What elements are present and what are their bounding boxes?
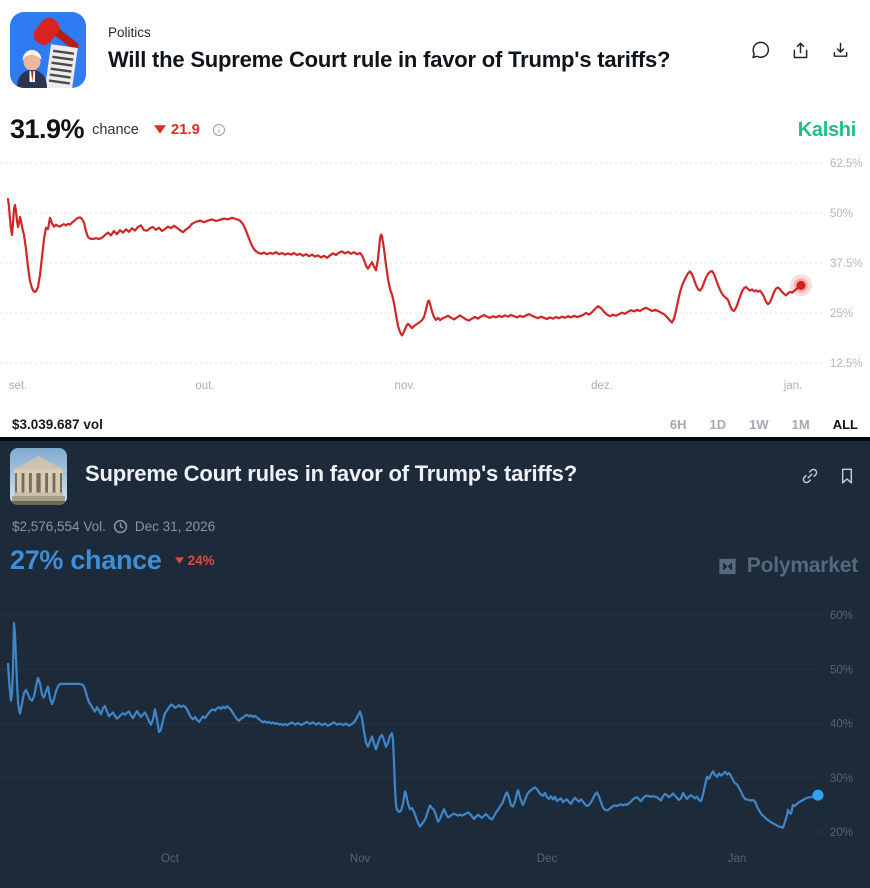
bookmark-icon xyxy=(841,468,853,484)
last-price-dot xyxy=(812,789,824,801)
kalshi-chart-svg: 62.5% 50% 37.5% 25% 12.5% xyxy=(0,158,863,370)
polymarket-market-card: Supreme Court rules in favor of Trump's … xyxy=(0,437,870,888)
timeframe-1d[interactable]: 1D xyxy=(709,417,727,432)
last-price-dot xyxy=(796,280,806,290)
polymarket-mark-icon xyxy=(719,558,736,574)
change-value: 24% xyxy=(187,553,215,568)
timeframe-1w[interactable]: 1W xyxy=(749,417,769,432)
chance-label: chance xyxy=(92,121,139,138)
x-axis-label: Jan xyxy=(727,853,747,865)
download-icon xyxy=(833,42,847,57)
x-axis-label: Dec xyxy=(536,853,558,865)
y-axis-label: 12.5% xyxy=(830,358,863,370)
chance-row: 27% chance 24% xyxy=(10,545,215,576)
clock-icon xyxy=(113,519,128,534)
market-title: Will the Supreme Court rule in favor of … xyxy=(108,47,671,72)
y-axis-label: 50% xyxy=(830,208,853,220)
y-axis-label: 60% xyxy=(830,610,853,622)
x-axis-label: out. xyxy=(195,380,215,392)
gavel-illustration xyxy=(10,12,86,88)
kalshi-logo: Kalshi xyxy=(797,119,857,141)
info-button[interactable] xyxy=(211,122,227,138)
kalshi-market-card: Politics Will the Supreme Court rule in … xyxy=(0,0,870,437)
card-actions xyxy=(748,38,852,62)
x-axis-label: Oct xyxy=(161,853,179,865)
x-axis-label: jan. xyxy=(783,380,803,392)
card-actions xyxy=(799,465,858,487)
polymarket-price-chart[interactable]: 60% 50% 40% 30% 20% xyxy=(0,595,870,857)
polymarket-x-axis: Oct Nov Dec Jan xyxy=(0,853,870,869)
y-axis-label: 37.5% xyxy=(830,258,863,270)
price-line xyxy=(6,622,820,829)
polymarket-logo: Polymarket xyxy=(716,554,858,578)
link-icon xyxy=(802,468,818,484)
chance-value: 27% chance xyxy=(10,545,162,575)
y-axis-label: 40% xyxy=(830,719,853,731)
y-axis-label: 25% xyxy=(830,308,853,320)
copy-link-button[interactable] xyxy=(799,465,821,487)
y-axis-label: 30% xyxy=(830,773,853,785)
x-axis-label: set. xyxy=(8,380,28,392)
share-icon xyxy=(793,41,807,58)
price-line xyxy=(6,197,803,337)
polymarket-chart-svg: 60% 50% 40% 30% 20% xyxy=(0,610,853,839)
share-button[interactable] xyxy=(788,38,812,62)
change-value: 21.9 xyxy=(170,121,201,138)
market-thumbnail xyxy=(10,448,67,505)
volume-label: $3.039.687 vol xyxy=(12,417,103,432)
timeframe-1m[interactable]: 1M xyxy=(791,417,810,432)
info-icon xyxy=(213,123,225,136)
timeframe-6h[interactable]: 6H xyxy=(669,417,687,432)
volume-label: $2,576,554 Vol. xyxy=(12,519,106,534)
market-thumbnail xyxy=(10,12,86,88)
supreme-court-illustration xyxy=(10,448,67,505)
y-axis-label: 50% xyxy=(830,664,853,676)
x-axis-label: dez. xyxy=(591,380,613,392)
triangle-down-icon xyxy=(174,557,184,564)
chart-footer: $3.039.687 vol 6H 1D 1W 1M ALL xyxy=(0,412,870,437)
download-button[interactable] xyxy=(828,38,852,62)
comment-icon xyxy=(751,41,769,58)
market-title: Supreme Court rules in favor of Trump's … xyxy=(85,461,577,486)
end-date: Dec 31, 2026 xyxy=(134,519,216,534)
kalshi-x-axis: set. out. nov. dez. jan. xyxy=(0,380,870,396)
triangle-down-icon xyxy=(153,125,166,134)
change-badge: 24% xyxy=(174,553,215,568)
comment-button[interactable] xyxy=(748,38,772,62)
timeframe-all[interactable]: ALL xyxy=(832,417,858,432)
chance-row: 31.9% chance 21.9 xyxy=(10,114,227,145)
market-meta: $2,576,554 Vol. Dec 31, 2026 xyxy=(12,519,215,534)
y-axis-label: 62.5% xyxy=(830,158,863,170)
polymarket-wordmark: Polymarket xyxy=(746,554,858,577)
kalshi-price-chart[interactable]: 62.5% 50% 37.5% 25% 12.5% xyxy=(0,155,870,377)
category-label: Politics xyxy=(108,25,151,40)
timeframe-selector: 6H 1D 1W 1M ALL xyxy=(670,417,858,432)
y-axis-label: 20% xyxy=(830,827,853,839)
x-axis-label: Nov xyxy=(349,853,371,865)
change-badge: 21.9 xyxy=(153,121,201,138)
x-axis-label: nov. xyxy=(394,380,416,392)
bookmark-button[interactable] xyxy=(836,465,858,487)
chance-value: 31.9% xyxy=(10,114,85,144)
